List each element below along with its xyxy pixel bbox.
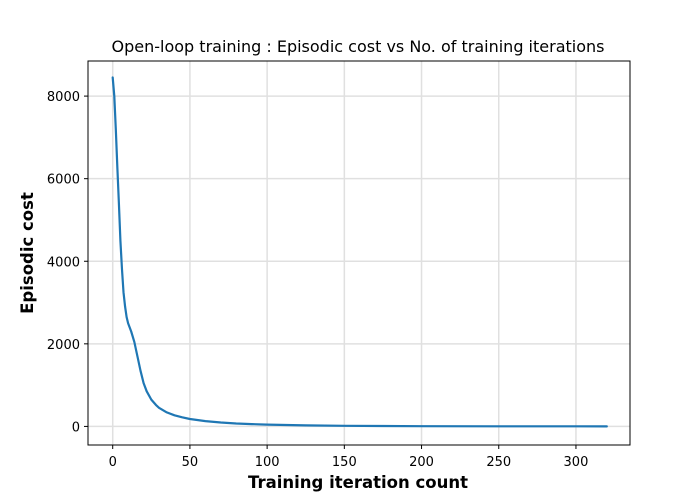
- y-tick-label: 4000: [47, 255, 80, 270]
- x-tick-label: 50: [182, 455, 199, 470]
- y-axis-label: Episodic cost: [18, 192, 37, 314]
- x-tick-label: 250: [486, 455, 511, 470]
- grid: [88, 61, 630, 445]
- x-tick-label: 300: [564, 455, 589, 470]
- y-tick-label: 2000: [47, 338, 80, 353]
- y-tick-label: 8000: [47, 90, 80, 105]
- series-layer: [111, 76, 608, 428]
- y-tick-label: 0: [72, 420, 80, 435]
- ticks: 0 50 100 150 200 250 300 0 2000 4000 6000 8000: [47, 90, 588, 470]
- series-line: [111, 76, 608, 428]
- y-tick-label: 6000: [47, 173, 80, 188]
- x-tick-label: 0: [109, 455, 117, 470]
- x-axis-label: Training iteration count: [248, 473, 468, 492]
- plot-frame: [87, 60, 631, 446]
- chart-title: Open-loop training : Episodic cost vs No…: [112, 37, 605, 56]
- x-tick-label: 200: [409, 455, 434, 470]
- x-tick-label: 150: [332, 455, 357, 470]
- x-tick-label: 100: [255, 455, 280, 470]
